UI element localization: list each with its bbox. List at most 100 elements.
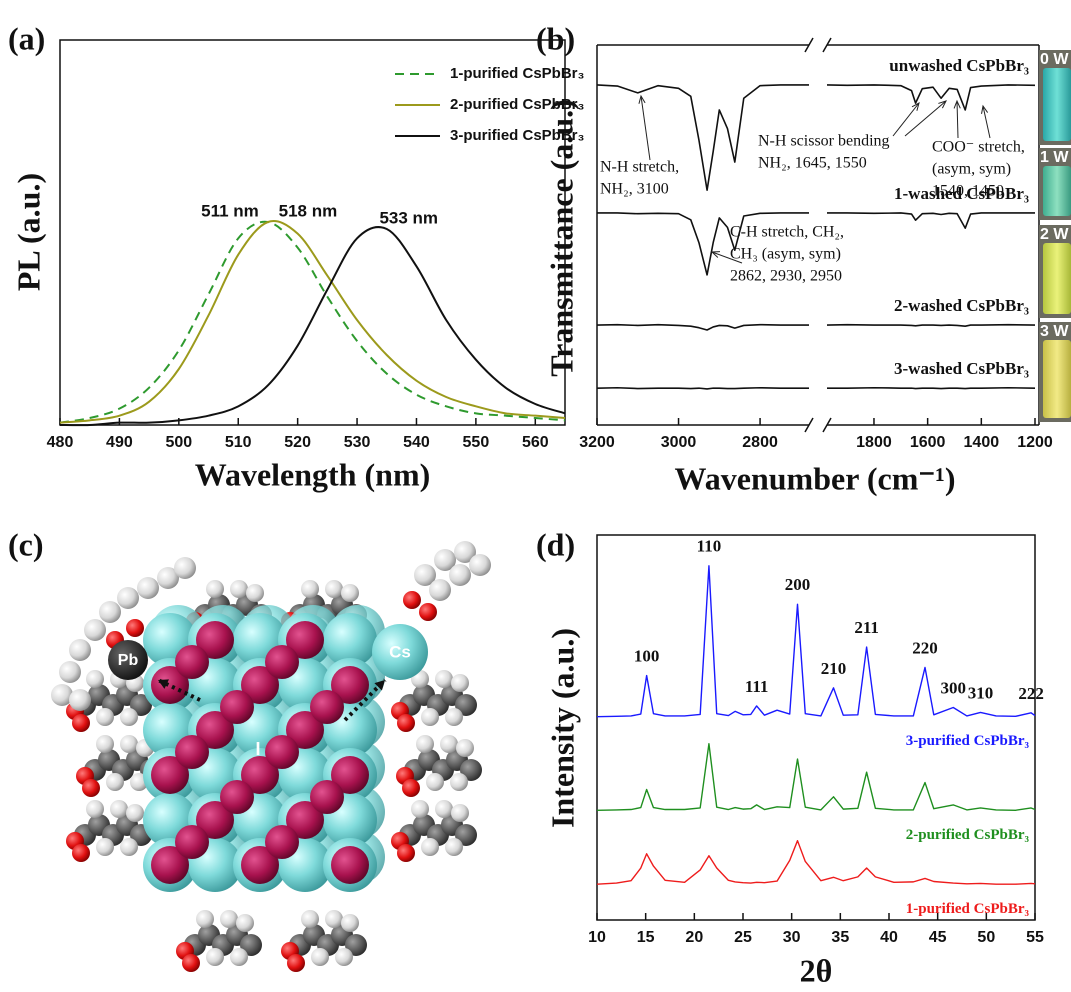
oxygen-atom xyxy=(419,603,437,621)
x-tick-label: 1400 xyxy=(964,434,1000,451)
ligand-atom xyxy=(335,948,353,966)
ligand-atom xyxy=(416,735,434,753)
x-tick-label: 40 xyxy=(880,929,898,946)
peak-label: 511 nm xyxy=(201,201,259,220)
x-tick-label: 480 xyxy=(47,434,74,451)
peak-label: 220 xyxy=(912,638,938,657)
ligand-atom xyxy=(84,619,106,641)
atom-label: I xyxy=(255,739,260,759)
ligand-atom xyxy=(99,601,121,623)
peak-label: 110 xyxy=(697,537,722,556)
peak-label: 100 xyxy=(634,646,660,665)
ligand-atom xyxy=(411,800,429,818)
ligand-atom xyxy=(311,948,329,966)
x-tick-label: 30 xyxy=(783,929,801,946)
figure: (a)(b)(c)(d)4804905005105205305405505605… xyxy=(0,0,1071,992)
x-tick-label: 2800 xyxy=(742,434,778,451)
x-tick-label: 55 xyxy=(1026,929,1044,946)
peak-label: 300 xyxy=(940,678,966,697)
ligand-atom xyxy=(96,838,114,856)
series-label: 3-washed CsPbBr₃ xyxy=(894,359,1029,378)
ligand-atom xyxy=(120,838,138,856)
oxygen-atom xyxy=(72,844,90,862)
x-axis-title: Wavenumber (cm⁻¹) xyxy=(675,460,956,496)
y-axis-title: Transmittance (a.u.) xyxy=(543,99,579,377)
peak-label: 533 nm xyxy=(379,208,438,227)
ligand-atom xyxy=(449,564,471,586)
series-line xyxy=(827,388,1035,389)
peak-label: 222 xyxy=(1018,684,1044,703)
series-line xyxy=(60,221,565,423)
series-line xyxy=(597,388,809,389)
annotation: NH₂, 3100 xyxy=(600,181,669,198)
x-tick-label: 3000 xyxy=(661,434,697,451)
panel-label: (d) xyxy=(536,526,575,562)
ligand-atom xyxy=(206,948,224,966)
plot-frame xyxy=(597,535,1035,920)
series-line xyxy=(597,325,809,330)
oxygen-atom xyxy=(402,779,420,797)
ligand-atom xyxy=(120,735,138,753)
x-tick-label: 540 xyxy=(403,434,430,451)
ligand-atom xyxy=(86,800,104,818)
ligand-atom xyxy=(435,670,453,688)
ligand-atom xyxy=(69,639,91,661)
ligand-atom xyxy=(426,773,444,791)
i-atom xyxy=(310,780,344,814)
ligand-atom xyxy=(59,661,81,683)
peak-label: 200 xyxy=(785,575,811,594)
ligand-atom xyxy=(450,773,468,791)
series-label: 2-purified CsPbBr₃ xyxy=(906,827,1030,843)
ligand-atom xyxy=(110,800,128,818)
x-tick-label: 25 xyxy=(734,929,752,946)
oxygen-atom xyxy=(403,591,421,609)
ligand-atom xyxy=(220,910,238,928)
oxygen-atom xyxy=(287,954,305,972)
ligand-atom xyxy=(236,914,254,932)
peak-label: 310 xyxy=(968,683,994,702)
y-axis-title: PL (a.u.) xyxy=(10,173,46,291)
annotation-arrow xyxy=(641,96,650,160)
ligand-atom xyxy=(301,580,319,598)
series-line xyxy=(60,227,565,425)
x-tick-label: 1200 xyxy=(1017,434,1053,451)
x-tick-label: 1600 xyxy=(910,434,946,451)
vial-label: 3 W xyxy=(1040,323,1069,340)
x-tick-label: 20 xyxy=(685,929,703,946)
x-axis-title: 2θ xyxy=(800,952,833,988)
x-tick-label: 10 xyxy=(588,929,606,946)
ligand-atom xyxy=(440,735,458,753)
atom-label: Pb xyxy=(118,652,139,669)
annotation: 2862, 2930, 2950 xyxy=(730,268,842,285)
ligand-atom xyxy=(435,800,453,818)
annotation: CH₃ (asym, sym) xyxy=(730,246,841,263)
vial xyxy=(1043,166,1071,216)
series-line xyxy=(597,841,1035,885)
series-label: unwashed CsPbBr₃ xyxy=(889,56,1029,75)
ligand-atom xyxy=(445,838,463,856)
annotation-arrow xyxy=(957,101,958,138)
ligand-atom xyxy=(69,689,91,711)
series-label: 3-purified CsPbBr₃ xyxy=(906,733,1030,749)
series-label: 2-washed CsPbBr₃ xyxy=(894,296,1029,315)
x-tick-label: 530 xyxy=(344,434,371,451)
i-atom xyxy=(265,735,299,769)
annotation: COO⁻ stretch, xyxy=(932,139,1025,156)
x-tick-label: 500 xyxy=(165,434,192,451)
annotation: 1540, 1450 xyxy=(932,183,1004,200)
series-line xyxy=(597,744,1035,811)
ligand-atom xyxy=(126,804,144,822)
annotation-arrow xyxy=(893,103,919,136)
panel-label: (c) xyxy=(8,526,44,562)
x-tick-label: 510 xyxy=(225,434,252,451)
i-atom xyxy=(220,690,254,724)
i-atom xyxy=(310,690,344,724)
ligand-atom xyxy=(230,580,248,598)
ligand-atom xyxy=(96,708,114,726)
vial-label: 2 W xyxy=(1040,226,1069,243)
annotation: N-H stretch, xyxy=(600,159,679,176)
ligand-atom xyxy=(106,773,124,791)
atom-label: Cs xyxy=(389,642,411,661)
ligand-atom xyxy=(196,910,214,928)
vial-label: 1 W xyxy=(1040,149,1069,166)
